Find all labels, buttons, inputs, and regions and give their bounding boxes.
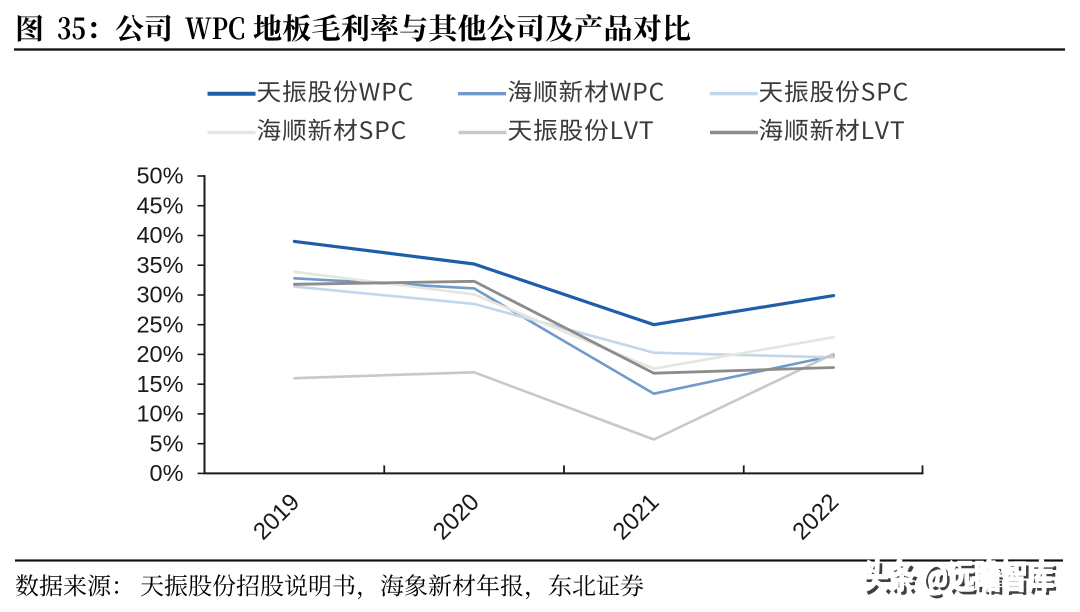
svg-text:35%: 35% <box>136 252 183 278</box>
svg-text:5%: 5% <box>150 430 184 456</box>
svg-text:15%: 15% <box>136 371 183 397</box>
svg-text:10%: 10% <box>136 401 183 427</box>
svg-text:20%: 20% <box>136 341 183 367</box>
svg-text:30%: 30% <box>136 282 183 308</box>
svg-text:0%: 0% <box>150 460 184 486</box>
svg-text:40%: 40% <box>136 222 183 248</box>
svg-text:50%: 50% <box>136 163 183 189</box>
svg-text:45%: 45% <box>136 192 183 218</box>
svg-text:25%: 25% <box>136 311 183 337</box>
